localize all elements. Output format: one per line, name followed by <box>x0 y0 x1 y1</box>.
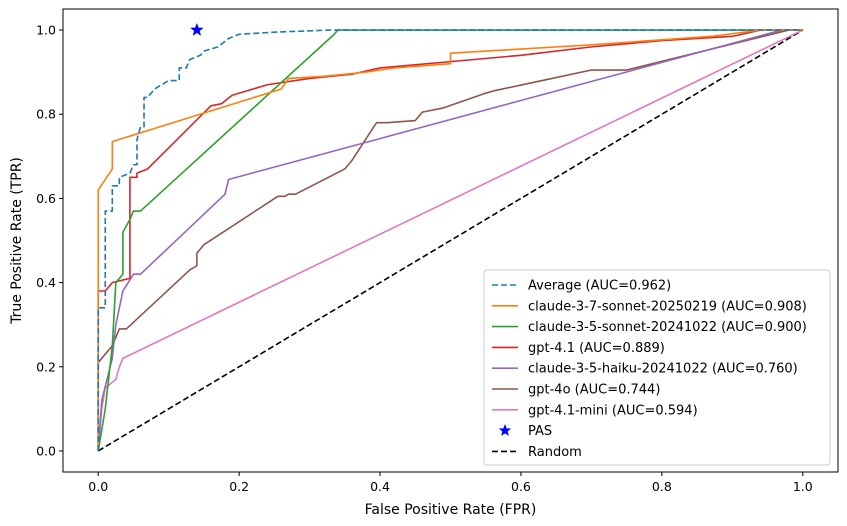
legend-gpt-4o-label: gpt-4o (AUC=0.744) <box>528 383 660 398</box>
legend-pas-marker <box>498 423 512 437</box>
pas-marker <box>189 22 204 36</box>
claude-3-5-sonnet-20241022-curve <box>97 29 803 452</box>
y-tick-label: 0.8 <box>36 107 56 122</box>
y-tick-label: 0.2 <box>36 359 56 374</box>
legend-average-label: Average (AUC=0.962) <box>528 279 671 294</box>
y-tick-label: 0.4 <box>36 275 56 290</box>
gpt-4o-curve <box>97 29 803 451</box>
x-tick-label: 0.8 <box>652 479 672 494</box>
random-curve <box>97 29 804 452</box>
x-tick-label: 0.0 <box>88 479 108 494</box>
legend-box <box>483 269 831 466</box>
y-tick-label: 1.0 <box>36 23 56 38</box>
average-curve <box>97 29 803 451</box>
y-axis-label: True Positive Rate (TPR) <box>9 157 25 325</box>
legend-random-label: Random <box>528 445 582 460</box>
legend-claude-3-5-sonnet-20241022-label: claude-3-5-sonnet-20241022 (AUC=0.900) <box>528 320 807 335</box>
series-layer <box>97 22 804 452</box>
x-tick-label: 0.4 <box>370 479 390 494</box>
claude-3-7-sonnet-20250219-curve <box>97 29 803 451</box>
legend: Average (AUC=0.962) claude-3-7-sonnet-202… <box>483 269 831 466</box>
legend-gpt-4-1-label: gpt-4.1 (AUC=0.889) <box>528 341 665 356</box>
y-axis-ticks: 0.0 0.2 0.4 0.6 0.8 1.0 <box>36 23 63 458</box>
legend-claude-3-7-sonnet-20250219-label: claude-3-7-sonnet-20250219 (AUC=0.908) <box>528 299 807 314</box>
x-axis-label: False Positive Rate (FPR) <box>365 502 537 518</box>
x-tick-label: 0.6 <box>511 479 531 494</box>
plot-frame <box>62 8 839 473</box>
legend-claude-3-5-haiku-20241022-label: claude-3-5-haiku-20241022 (AUC=0.760) <box>528 362 798 377</box>
y-tick-label: 0.0 <box>36 443 56 458</box>
gpt-4-1-curve <box>97 29 803 451</box>
x-tick-label: 1.0 <box>793 479 813 494</box>
x-axis-ticks: 0.0 0.2 0.4 0.6 0.8 1.0 <box>88 472 813 494</box>
legend-items: Average (AUC=0.962) claude-3-7-sonnet-202… <box>492 279 807 460</box>
legend-gpt-4-1-mini-label: gpt-4.1-mini (AUC=0.594) <box>528 403 698 418</box>
x-tick-label: 0.2 <box>229 479 249 494</box>
y-tick-label: 0.6 <box>36 191 56 206</box>
legend-pas-label: PAS <box>528 424 552 439</box>
plot-area <box>62 8 839 473</box>
